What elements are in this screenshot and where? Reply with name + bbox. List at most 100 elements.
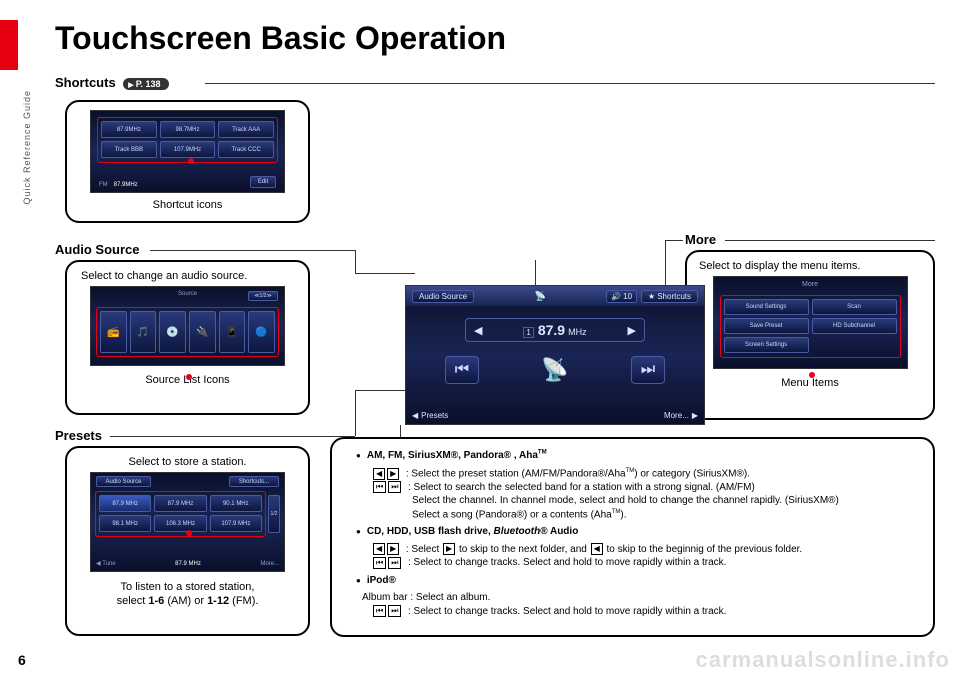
shortcut-tile: Track BBB <box>101 141 157 158</box>
frequency-bar: ◀ 1 87.9 MHz ▶ <box>465 318 645 342</box>
preset-tile: 107.9 MHz <box>210 515 262 532</box>
menu-item: Scan <box>812 299 897 315</box>
page-ref-pill: P. 138 <box>123 78 168 90</box>
more-text: Select to display the menu items. <box>695 260 925 276</box>
preset-tile: 90.1 MHz <box>210 495 262 512</box>
source-icon: 🔵 <box>248 311 275 353</box>
page-indicator: 1/2 <box>268 495 280 533</box>
preset-tile: 98.1 MHz <box>99 515 151 532</box>
shortcuts-heading: Shortcuts P. 138 <box>55 75 169 90</box>
freq-label: 87.9MHz <box>114 182 138 188</box>
source-icon: 💿 <box>159 311 186 353</box>
source-icon: 🎵 <box>130 311 157 353</box>
desc-row: ◀▶ : Select the preset station (AM/FM/Pa… <box>372 467 919 481</box>
audio-source-text: Select to change an audio source. <box>75 270 300 286</box>
divider <box>205 83 935 84</box>
divider <box>110 436 355 437</box>
leader <box>355 273 415 274</box>
preset-tile: 106.3 MHz <box>154 515 206 532</box>
desc-heading-3: iPod® <box>356 574 919 588</box>
callout-dot <box>188 158 194 164</box>
shortcut-tile: 87.9MHz <box>101 121 157 138</box>
leader <box>355 250 356 273</box>
shortcut-tile: 107.9MHz <box>160 141 216 158</box>
frequency-unit: MHz <box>568 327 587 337</box>
side-red-tab <box>0 20 18 70</box>
shortcut-tile: Track AAA <box>218 121 274 138</box>
divider <box>150 250 355 251</box>
more-heading: More <box>685 232 716 247</box>
desc-row: ◀▶ : Select ▶ to skip to the next folder… <box>372 543 919 557</box>
radio-icon: 📡 <box>538 356 572 384</box>
menu-item: Sound Settings <box>724 299 809 315</box>
shortcut-tile: Track CCC <box>218 141 274 158</box>
preset-tile: 87.9 MHz <box>99 495 151 512</box>
more-caption: Menu Items <box>695 377 925 389</box>
shortcuts-box: 87.9MHz 98.7MHz Track AAA Track BBB 107.… <box>65 100 310 223</box>
frequency-value: 87.9 <box>538 322 565 338</box>
presets-text: Select to store a station. <box>75 456 300 472</box>
fm-label: FM <box>99 182 108 188</box>
audio-source-screenshot: Source ≪1/2≫ 📻 🎵 💿 🔌 📱 🔵 <box>90 286 285 366</box>
callout-dot <box>186 374 192 380</box>
presets-screenshot: Audio Source Shortcuts... 87.9 MHz 87.9 … <box>90 472 285 572</box>
more-label: More... <box>260 561 279 567</box>
menu-item: Save Preset <box>724 318 809 334</box>
volume-indicator: 🔊 10 <box>606 290 637 303</box>
tune-label: ◀ Tune <box>96 560 116 567</box>
desc-row: ⏮⏭ : Select to change tracks. Select and… <box>372 556 919 570</box>
more-header: More <box>714 281 907 288</box>
audio-src-btn: Audio Source <box>96 476 151 487</box>
source-icon: 🔌 <box>189 311 216 353</box>
page-title: Touchscreen Basic Operation <box>55 20 940 57</box>
next-track-icon: ⏭ <box>631 356 665 384</box>
presets-button: ◀ Presets <box>412 411 448 420</box>
desc-row: ⏮⏭ : Select to change tracks. Select and… <box>346 605 919 619</box>
audio-source-box: Select to change an audio source. Source… <box>65 260 310 415</box>
divider <box>665 240 683 241</box>
watermark: carmanualsonline.info <box>696 647 951 673</box>
desc-heading-2: CD, HDD, USB flash drive, Bluetooth® Aud… <box>356 525 919 539</box>
central-screenshot: Audio Source 📡 🔊 10 ★ Shortcuts ◀ 1 87.9 … <box>405 285 705 425</box>
preset-tile: 87.9 MHz <box>154 495 206 512</box>
shortcuts-label: Shortcuts <box>55 75 116 90</box>
more-box: Select to display the menu items. More S… <box>685 250 935 420</box>
shortcuts-btn: Shortcuts... <box>229 476 279 487</box>
desc-heading-1: AM, FM, SiriusXM®, Pandora® , AhaTM <box>356 449 919 463</box>
shortcuts-button: ★ Shortcuts <box>641 290 698 303</box>
page-number: 6 <box>18 652 26 668</box>
source-icon: 📱 <box>219 311 246 353</box>
freq-label: 87.9 MHz <box>175 561 201 567</box>
side-label: Quick Reference Guide <box>22 90 32 205</box>
edit-btn: Edit <box>250 176 276 188</box>
pager: ≪1/2≫ <box>248 291 278 301</box>
desc-row: Select the channel. In channel mode, sel… <box>372 494 919 508</box>
preset-number: 1 <box>523 327 533 338</box>
callout-dot <box>809 372 815 378</box>
desc-row: ⏮⏭ : Select to search the selected band … <box>372 481 919 495</box>
divider <box>725 240 935 241</box>
more-button: More... ▶ <box>664 411 698 420</box>
shortcuts-caption: Shortcut icons <box>75 199 300 211</box>
presets-heading: Presets <box>55 428 102 443</box>
source-icon: 📻 <box>100 311 127 353</box>
leader <box>535 260 536 285</box>
more-screenshot: More Sound Settings Scan Save Preset HD … <box>713 276 908 369</box>
leader <box>355 390 356 436</box>
playback-row: ⏮ 📡 ⏭ <box>445 356 665 384</box>
desc-row: Album bar : Select an album. <box>346 591 919 605</box>
next-arrow-icon: ▶ <box>628 324 636 337</box>
callout-dot <box>186 530 192 536</box>
shortcuts-screenshot: 87.9MHz 98.7MHz Track AAA Track BBB 107.… <box>90 110 285 193</box>
menu-item: HD Subchannel <box>812 318 897 334</box>
shortcut-tile: 98.7MHz <box>160 121 216 138</box>
presets-footer: To listen to a stored station, select 1-… <box>75 580 300 609</box>
prev-track-icon: ⏮ <box>445 356 479 384</box>
menu-item: Screen Settings <box>724 337 809 353</box>
prev-arrow-icon: ◀ <box>474 324 482 337</box>
presets-box: Select to store a station. Audio Source … <box>65 446 310 636</box>
central-topbar: Audio Source 📡 🔊 10 ★ Shortcuts <box>406 286 704 306</box>
desc-row: Select a song (Pandora®) or a contents (… <box>372 508 919 522</box>
description-box: AM, FM, SiriusXM®, Pandora® , AhaTM ◀▶ :… <box>330 437 935 637</box>
audio-source-heading: Audio Source <box>55 242 140 257</box>
